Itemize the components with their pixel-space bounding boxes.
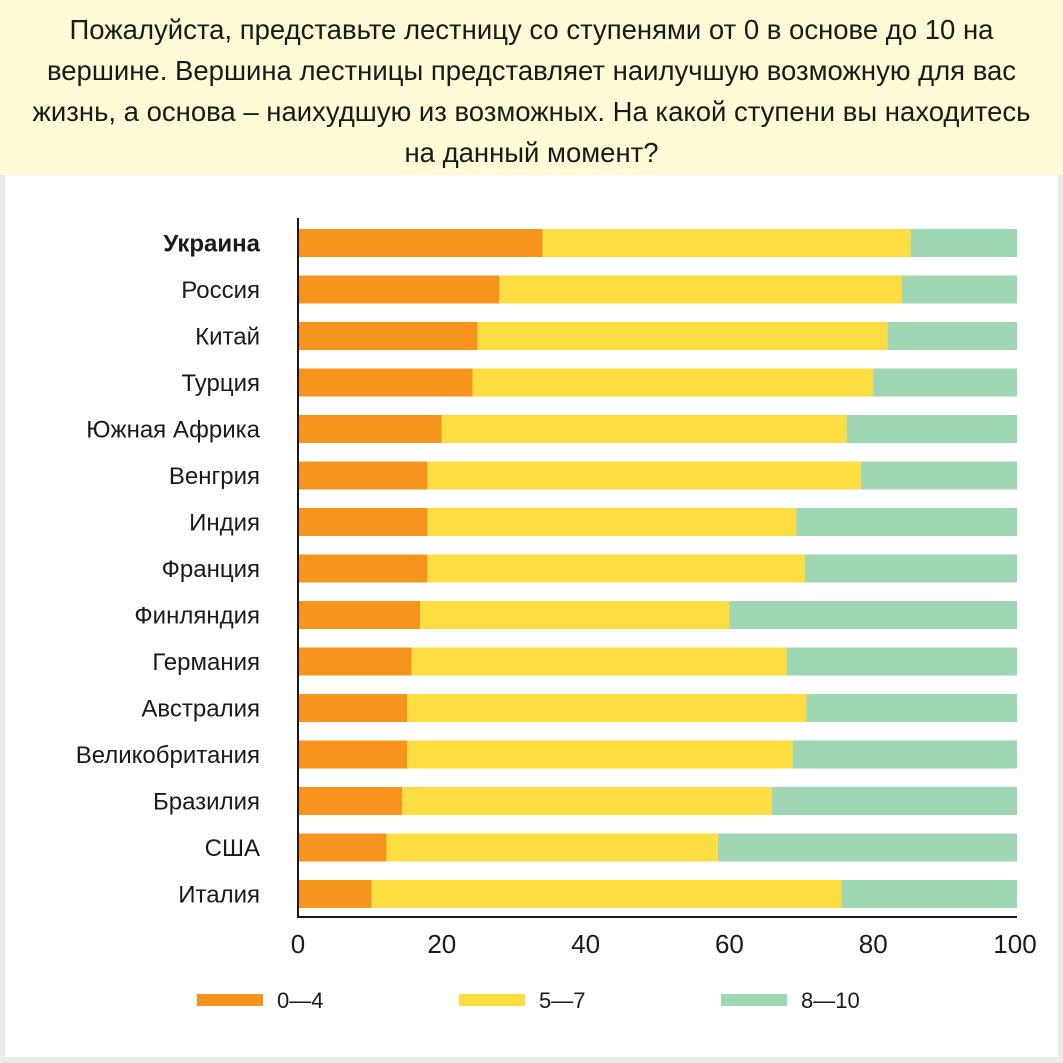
- bar-италия-series-2: [371, 880, 842, 908]
- bar-великобритания-series-1: [298, 740, 408, 769]
- bar-китай-series-3: [887, 322, 1017, 350]
- bar-венгрия-series-1: [298, 461, 428, 490]
- bar-италия-series-1: [298, 880, 372, 908]
- category-label: Австралия: [141, 696, 260, 723]
- bar-венгрия-series-2: [427, 461, 861, 490]
- category-label: Финляндия: [134, 603, 260, 630]
- category-label: Венгрия: [169, 463, 260, 490]
- bar-южная-африка-series-1: [298, 415, 442, 443]
- category-label: США: [205, 835, 260, 862]
- x-tick-label: 100: [993, 929, 1036, 959]
- x-tick-label: 0: [291, 929, 305, 959]
- legend-label: 8—10: [801, 988, 860, 1013]
- bar-украина-series-3: [910, 229, 1017, 257]
- bars-group: [298, 229, 1017, 908]
- category-label: Великобритания: [76, 742, 260, 769]
- x-tick-label: 80: [859, 929, 888, 959]
- bar-великобритания-series-2: [407, 740, 793, 769]
- bar-индия-series-1: [298, 508, 428, 536]
- legend-group: 0—4 5—7 8—10: [197, 988, 860, 1013]
- bar-австралия-series-3: [806, 694, 1017, 722]
- category-label: Германия: [152, 649, 260, 676]
- category-label: Украина: [163, 231, 260, 258]
- bar-китай-series-1: [298, 322, 478, 350]
- bar-россия-series-1: [298, 275, 500, 304]
- legend-swatch: [721, 994, 787, 1006]
- category-label: Италия: [178, 882, 260, 909]
- category-label: Россия: [181, 277, 260, 304]
- category-label: Турция: [181, 370, 260, 397]
- bar-индия-series-2: [427, 508, 797, 536]
- bar-австралия-series-2: [407, 694, 807, 722]
- bar-турция-series-2: [472, 368, 874, 397]
- bar-турция-series-3: [873, 368, 1017, 397]
- bar-россия-series-2: [499, 275, 902, 304]
- x-tick-label: 20: [427, 929, 456, 959]
- bar-южная-африка-series-3: [846, 415, 1017, 443]
- bar-украина-series-2: [542, 229, 911, 257]
- bar-бразилия-series-2: [402, 787, 772, 815]
- bar-австралия-series-1: [298, 694, 408, 722]
- bar-великобритания-series-3: [792, 740, 1017, 769]
- legend-swatch: [459, 994, 525, 1006]
- bar-украина-series-1: [298, 229, 543, 257]
- bar-венгрия-series-3: [860, 461, 1017, 490]
- bar-сша-series-3: [717, 833, 1017, 862]
- category-label: Китай: [195, 324, 260, 351]
- tick-labels-group: 0 20 40 60 80 100: [291, 929, 1037, 959]
- bar-сша-series-2: [386, 833, 718, 862]
- category-labels-group: Украина Россия Китай Турция Южная Африка Венг…: [76, 231, 261, 909]
- legend-label: 5—7: [539, 988, 585, 1013]
- bar-бразилия-series-3: [771, 787, 1017, 815]
- bar-бразилия-series-1: [298, 787, 403, 815]
- legend-label: 0—4: [277, 988, 323, 1013]
- x-tick-label: 60: [715, 929, 744, 959]
- bar-германия-series-1: [298, 647, 412, 676]
- bar-южная-африка-series-2: [441, 415, 847, 443]
- x-tick-label: 40: [571, 929, 600, 959]
- bar-россия-series-3: [901, 275, 1017, 304]
- category-label: Франция: [162, 556, 260, 583]
- bar-франция-series-2: [427, 554, 805, 583]
- category-label: Индия: [189, 510, 260, 537]
- bar-финляндия-series-3: [729, 601, 1017, 629]
- bar-сша-series-1: [298, 833, 387, 862]
- bar-китай-series-2: [477, 322, 888, 350]
- bar-франция-series-3: [804, 554, 1017, 583]
- bar-турция-series-1: [298, 368, 473, 397]
- legend-swatch: [197, 994, 263, 1006]
- bar-финляндия-series-1: [298, 601, 421, 629]
- question-header: Пожалуйста, представьте лестницу со ступ…: [0, 0, 1063, 175]
- bar-индия-series-3: [796, 508, 1017, 536]
- category-label: Южная Африка: [86, 417, 260, 444]
- question-text: Пожалуйста, представьте лестницу со ступ…: [32, 14, 1031, 168]
- bar-италия-series-3: [841, 880, 1017, 908]
- bar-финляндия-series-2: [420, 601, 730, 629]
- bar-германия-series-3: [786, 647, 1017, 676]
- axes-group: [297, 218, 1017, 918]
- category-label: Бразилия: [153, 789, 260, 816]
- bar-франция-series-1: [298, 554, 428, 583]
- bar-германия-series-2: [411, 647, 787, 676]
